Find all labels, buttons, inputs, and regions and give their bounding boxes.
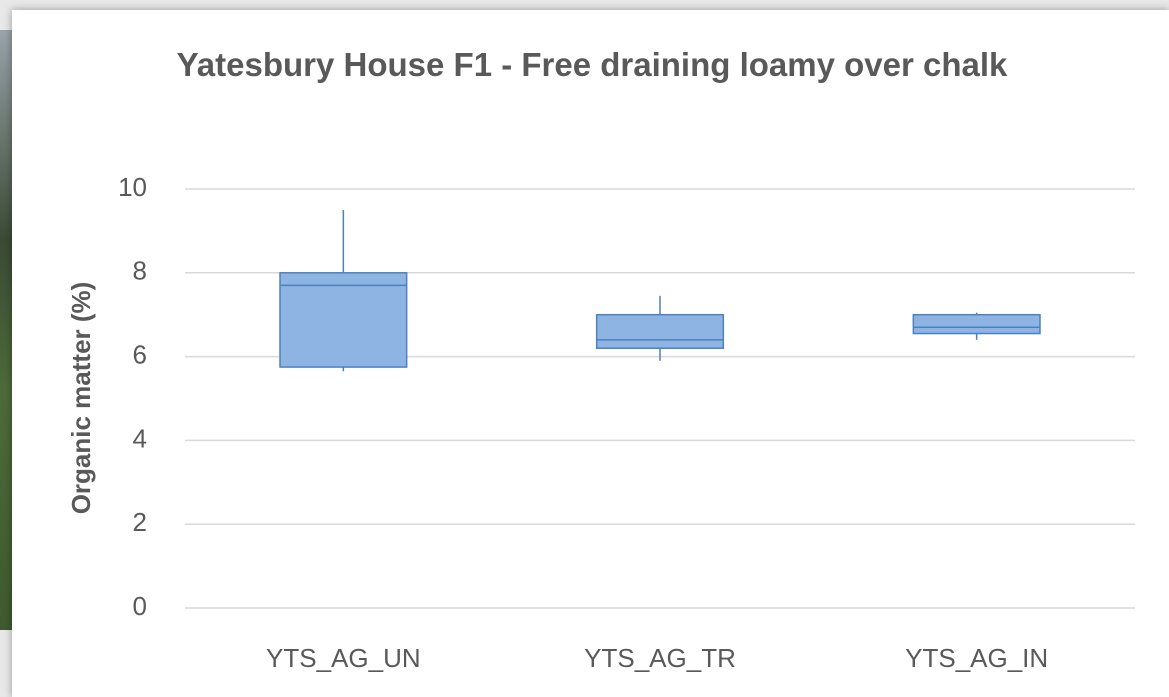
y-tick-label: 6 <box>133 339 147 369</box>
y-axis-label: Organic matter (%) <box>66 282 96 515</box>
y-tick-label: 2 <box>133 507 147 537</box>
x-tick-label: YTS_AG_UN <box>266 643 421 673</box>
x-tick-label: YTS_AG_TR <box>584 643 736 673</box>
y-tick-label: 4 <box>133 423 147 453</box>
chart: Organic matter (%) 0 2 4 6 8 10 YTS_AG_UN YTS_A… <box>0 0 1169 697</box>
y-tick-label: 10 <box>118 172 147 202</box>
box <box>913 315 1040 334</box>
y-tick-label: 8 <box>133 256 147 286</box>
page: Yatesbury House F1 - Free draining loamy… <box>0 0 1169 697</box>
box <box>597 315 724 349</box>
x-tick-label: YTS_AG_IN <box>905 643 1048 673</box>
box <box>280 273 407 367</box>
y-tick-label: 0 <box>133 591 147 621</box>
